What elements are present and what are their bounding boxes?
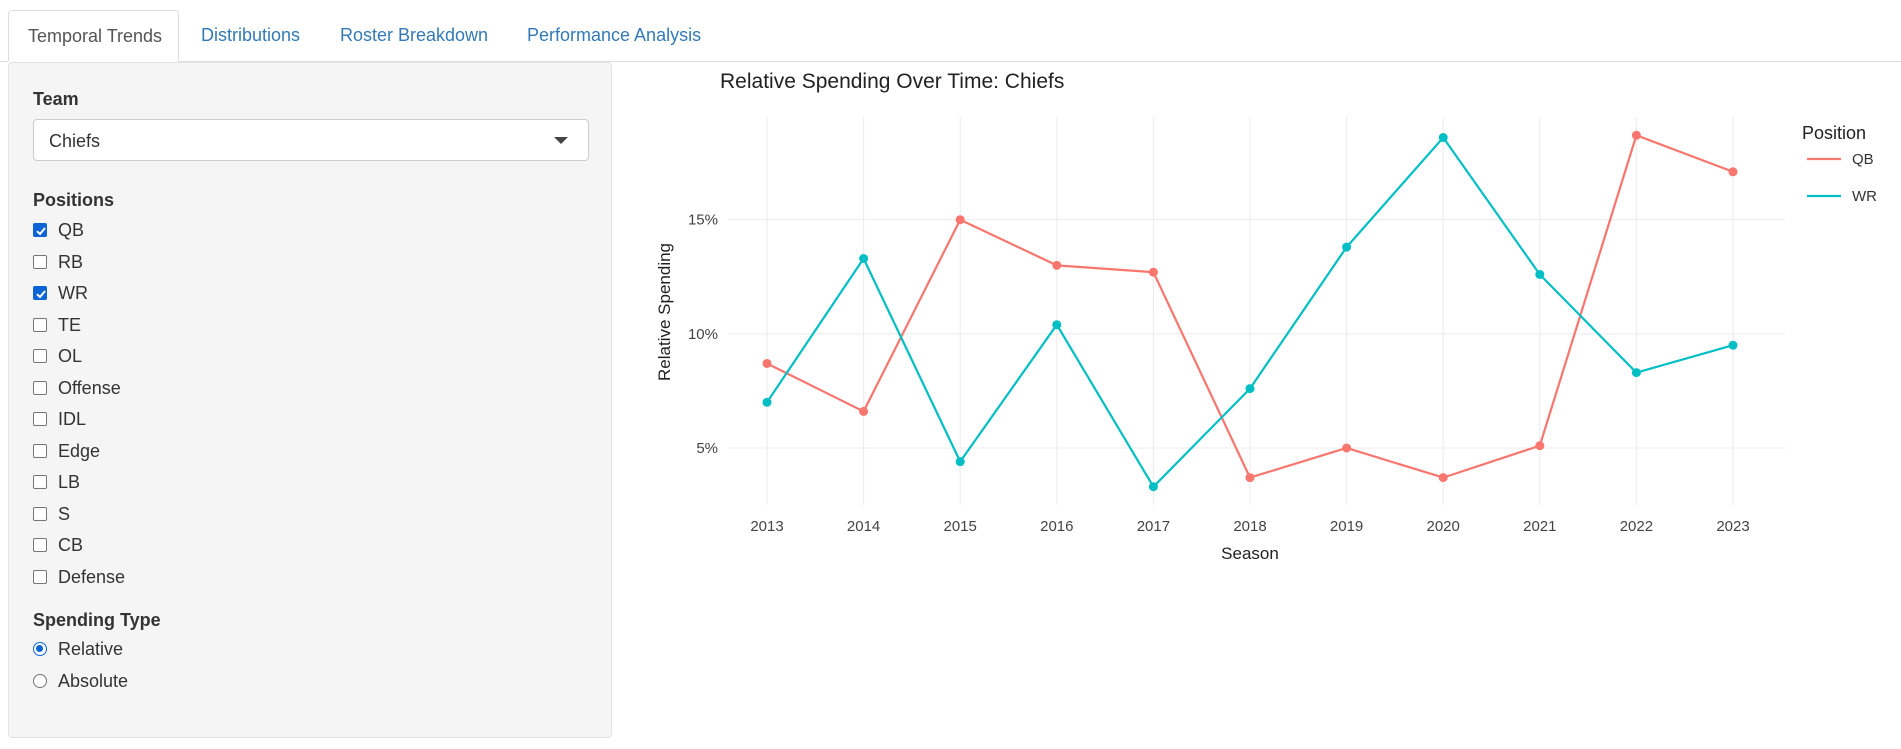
y-tick-label: 15% [688,212,718,229]
position-option-label: CB [58,535,84,555]
position-option-label: LB [58,472,81,492]
tab-roster-breakdown[interactable]: Roster Breakdown [340,25,489,45]
spending-type-radio-absolute[interactable] [33,673,47,688]
position-option-label: Offense [58,377,121,398]
tab-temporal-trends[interactable]: Temporal Trends [8,10,179,62]
spending-type-radio-relative[interactable] [33,642,47,656]
data-point-wr-2021 [1535,269,1545,279]
x-tick-label: 2013 [750,518,783,535]
x-axis-label: Season [1221,544,1279,563]
position-checkbox-cb[interactable] [33,538,47,552]
spending-type-label-text: Relative [58,639,124,659]
team-select[interactable]: Chiefs [33,119,589,161]
data-point-wr-2022 [1631,368,1641,378]
chevron-down-icon [554,137,568,144]
x-tick-label: 2022 [1620,518,1653,535]
x-tick-label: 2014 [847,518,880,535]
data-point-qb-2017 [1148,267,1158,277]
checkmark-icon [36,227,46,236]
checkmark-icon [36,290,46,299]
position-checkbox-rb[interactable] [33,254,47,269]
spending-type-label-text: Absolute [58,670,129,691]
sidebar-panel: Team Chiefs Positions QB RB WR TE OL Offense I… [8,62,612,738]
data-point-qb-2018 [1245,473,1255,483]
position-checkbox-s[interactable] [33,506,47,521]
position-option-label: Defense [58,566,126,587]
tab-performance-analysis[interactable]: Performance Analysis [527,25,702,45]
team-label: Team [33,89,79,109]
position-checkbox-te[interactable] [33,317,47,332]
x-tick-label: 2018 [1233,518,1266,535]
data-point-qb-2019 [1342,443,1352,453]
data-point-qb-2022 [1631,130,1641,140]
position-option-label: QB [58,220,85,240]
position-option-label: RB [58,251,84,272]
position-option-label: Edge [58,440,101,461]
data-point-wr-2018 [1245,384,1255,394]
y-axis-label: Relative Spending [655,243,674,381]
legend-label-qb: QB [1852,151,1874,168]
chart-svg: 5% 10% 15% 2013 2014 2015 2016 2017 2018 2019 2020… [655,70,1877,563]
data-point-qb-2015 [955,215,965,225]
data-point-wr-2017 [1148,482,1158,492]
data-point-wr-2020 [1438,133,1448,143]
position-checkbox-edge[interactable] [33,443,47,458]
data-point-wr-2015 [955,457,965,467]
data-point-qb-2016 [1052,260,1062,270]
position-checkbox-defense[interactable] [33,569,47,584]
tab-divider [0,61,1901,62]
data-point-wr-2016 [1052,320,1062,330]
chart-title: Relative Spending Over Time: Chiefs [720,70,1064,93]
x-tick-label: 2015 [944,518,977,535]
tab-bar: Temporal Trends Distributions Roster Bre… [0,0,1901,62]
y-tick-label: 10% [688,326,718,343]
data-point-qb-2020 [1438,473,1448,483]
position-option-label: S [58,503,71,524]
data-point-wr-2014 [859,254,869,264]
data-point-qb-2014 [859,406,869,416]
legend-label-wr: WR [1852,188,1877,205]
x-tick-label: 2021 [1523,518,1556,535]
position-option-label: OL [58,346,83,366]
data-point-wr-2019 [1342,242,1352,252]
position-option-label: IDL [58,409,87,429]
data-point-wr-2023 [1728,340,1738,350]
position-option-label: WR [58,283,88,303]
position-option-label: TE [58,314,82,335]
x-tick-label: 2017 [1137,518,1170,535]
x-tick-label: 2016 [1040,518,1073,535]
position-checkbox-ol[interactable] [33,349,47,363]
data-point-qb-2013 [762,358,772,368]
position-checkbox-qb[interactable] [33,223,47,237]
x-tick-label: 2019 [1330,518,1363,535]
x-tick-label: 2020 [1427,518,1460,535]
data-point-wr-2013 [762,397,772,407]
data-point-qb-2023 [1728,167,1738,177]
position-checkbox-idl[interactable] [33,412,47,426]
team-select-value: Chiefs [49,131,101,151]
line-chart: 5% 10% 15% 2013 2014 2015 2016 2017 2018 2019 2020… [640,62,1901,582]
position-checkbox-lb[interactable] [33,475,47,489]
data-point-qb-2021 [1535,441,1545,451]
y-tick-label: 5% [696,440,718,457]
position-checkbox-wr[interactable] [33,286,47,300]
positions-label: Positions [33,190,115,210]
spending-type-label: Spending Type [33,610,161,630]
x-tick-label: 2023 [1716,518,1749,535]
legend-title: Position [1802,123,1866,143]
tab-distributions[interactable]: Distributions [201,25,301,45]
position-checkbox-offense[interactable] [33,380,47,395]
